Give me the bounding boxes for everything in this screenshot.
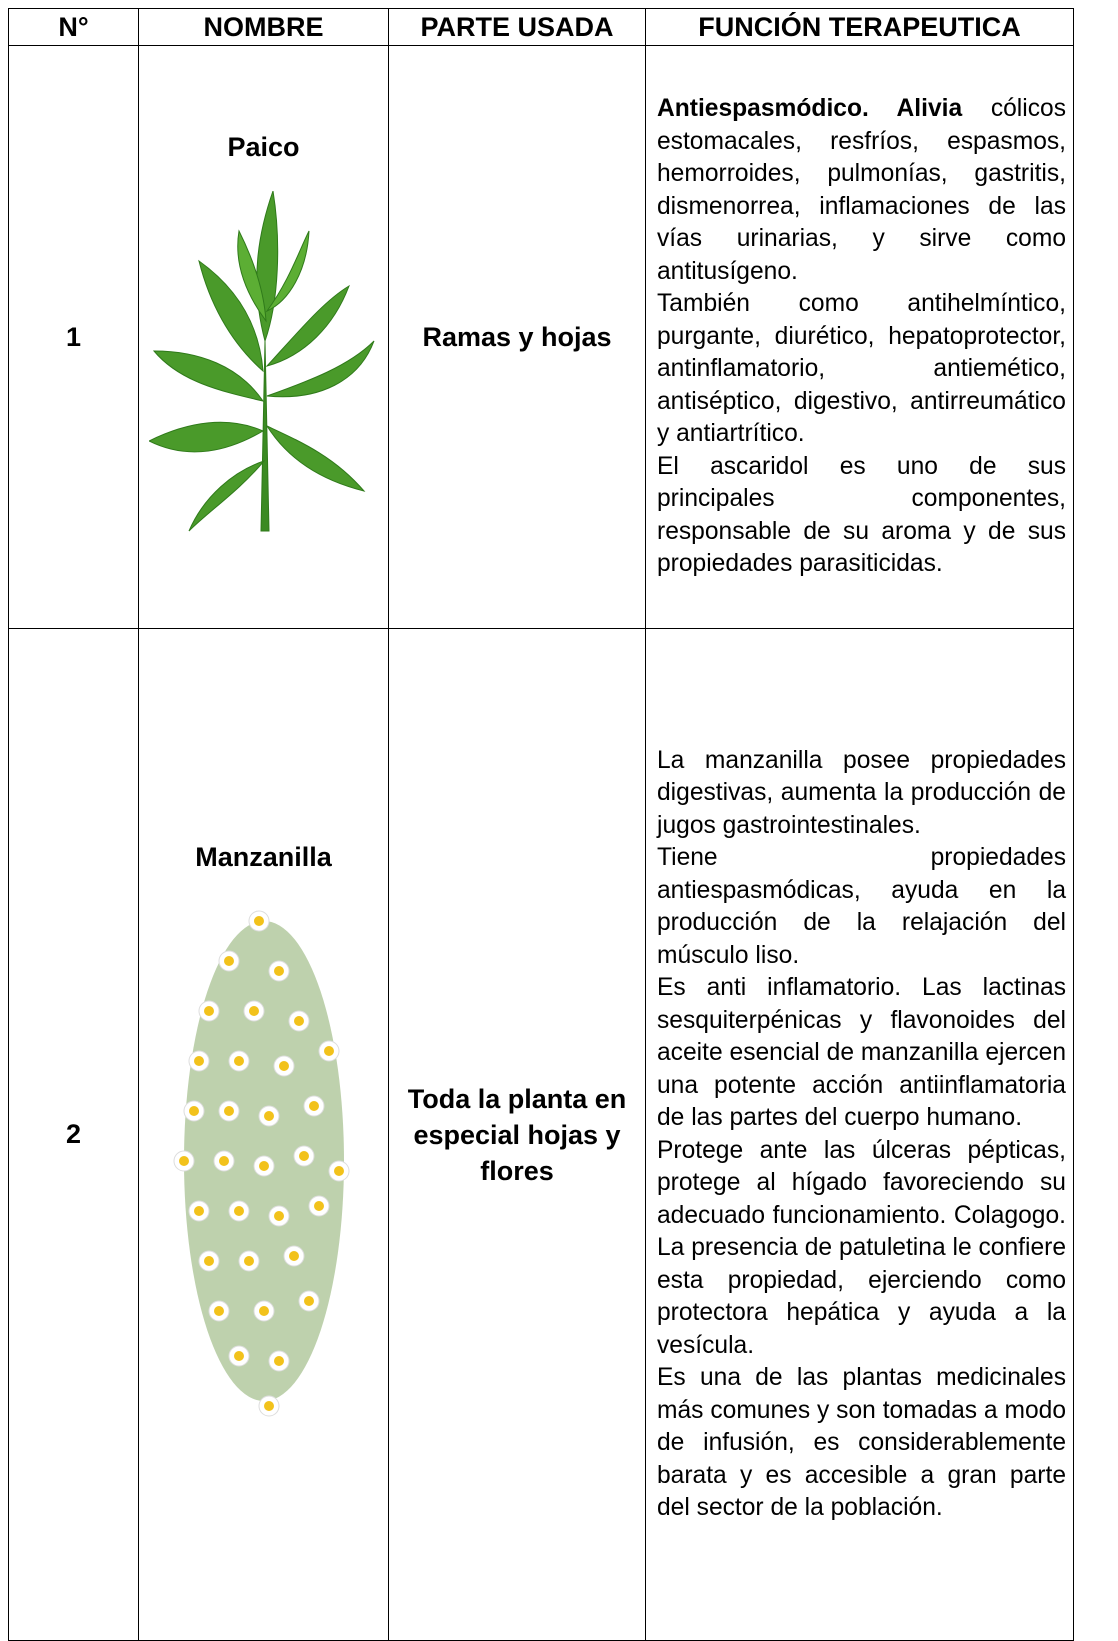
paragraph: Tiene propiedades antiespasmódicas, ayud… <box>657 844 1066 969</box>
lead: Antiespasmódico. Alivia <box>657 95 963 123</box>
part-used: Toda la planta en especial hojas y flore… <box>388 628 646 1641</box>
row: 2 Manzanilla <box>8 628 1074 1641</box>
function-cell: Antiespasmódico. Alivia cólicos estomaca… <box>645 45 1074 629</box>
header-cell: N° <box>8 8 139 46</box>
chamomile-image <box>173 910 349 1416</box>
plant-name: Manzanilla <box>195 841 332 872</box>
paragraph: Es anti inflamatorio. Las lactinas sesqu… <box>657 974 1066 1131</box>
part-used: Ramas y hojas <box>388 45 646 629</box>
plants-table: N° NOMBRE PARTE USADA FUNCIÓN TERAPEUTIC… <box>8 8 1074 1641</box>
paico-image <box>147 190 374 531</box>
paragraph: Antiespasmódico. Alivia cólicos estomaca… <box>657 93 1066 288</box>
number: 2 <box>8 628 139 1641</box>
paragraph: El ascaridol es uno de sus principales c… <box>657 452 1066 578</box>
text: cólicos estomacales, resfríos, espasmos,… <box>657 95 1066 285</box>
paragraph: También como antihelmíntico, purgante, d… <box>657 290 1066 448</box>
header-row: N° NOMBRE PARTE USADA FUNCIÓN TERAPEUTIC… <box>8 8 1074 46</box>
number: 1 <box>8 45 139 629</box>
header-cell: PARTE USADA <box>388 8 646 46</box>
header-cell: NOMBRE <box>138 8 389 46</box>
name-cell: Manzanilla <box>138 628 389 1641</box>
paragraph: La manzanilla posee propiedades digestiv… <box>657 746 1066 839</box>
name-cell: Paico <box>138 45 389 629</box>
function-cell: La manzanilla posee propiedades digestiv… <box>645 628 1074 1641</box>
row: 1 Paico Ramas y hojas <box>8 45 1074 629</box>
header-cell: FUNCIÓN TERAPEUTICA <box>645 8 1074 46</box>
paragraph: Es una de las plantas medicinales más co… <box>657 1364 1066 1521</box>
paragraph: Protege ante las úlceras pépticas, prote… <box>657 1136 1066 1359</box>
plant-name: Paico <box>227 131 300 162</box>
